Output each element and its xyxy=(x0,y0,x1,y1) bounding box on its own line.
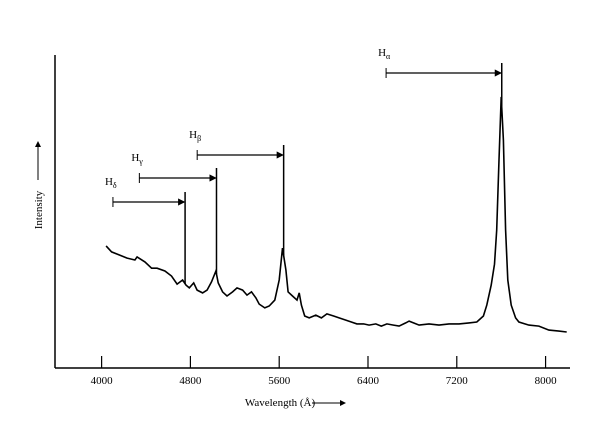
spectrum-line xyxy=(105,96,567,333)
label-subscript: α xyxy=(386,52,391,61)
label-subscript: γ xyxy=(138,157,143,166)
label-main: H xyxy=(131,152,139,164)
label-main: H xyxy=(105,176,113,188)
line-label: Hδ xyxy=(105,176,117,190)
x-axis-label: Wavelength (Å) xyxy=(245,397,316,409)
line-label: Hβ xyxy=(189,129,201,143)
x-tick-label: 4800 xyxy=(179,375,202,387)
line-label: Hγ xyxy=(131,152,143,166)
label-subscript: δ xyxy=(113,181,117,190)
y-axis-label: Intensity xyxy=(33,190,45,229)
line-label: Hα xyxy=(378,47,391,61)
label-subscript: β xyxy=(197,134,201,143)
x-tick-label: 7200 xyxy=(446,375,469,387)
label-main: H xyxy=(378,47,386,59)
x-tick-label: 8000 xyxy=(535,375,558,387)
x-tick-label: 5600 xyxy=(268,375,291,387)
label-main: H xyxy=(189,129,197,141)
x-tick-label: 4000 xyxy=(91,375,114,387)
x-tick-label: 6400 xyxy=(357,375,380,387)
